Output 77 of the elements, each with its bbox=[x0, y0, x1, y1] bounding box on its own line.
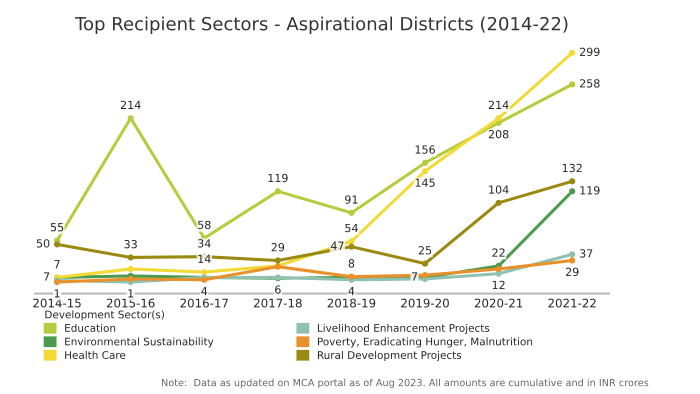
data-label: 55 bbox=[50, 223, 64, 232]
x-tick-label: 2021-22 bbox=[548, 298, 596, 308]
point bbox=[569, 81, 576, 88]
data-label: 156 bbox=[416, 145, 435, 154]
data-label: 34 bbox=[198, 239, 211, 248]
legend-label: Environmental Sustainability bbox=[65, 337, 214, 348]
x-tick-label: 2020-21 bbox=[474, 298, 522, 308]
data-label: 119 bbox=[268, 174, 288, 182]
x-tick-label: 2017-18 bbox=[254, 298, 302, 308]
data-label: 91 bbox=[345, 195, 358, 204]
text: Note: Data as updated on MCA portal as of Aug 2023. All amounts are cumulative and in INR crores bbox=[162, 378, 648, 388]
point bbox=[422, 160, 428, 166]
point bbox=[569, 251, 576, 258]
point bbox=[274, 257, 281, 264]
point bbox=[422, 168, 428, 174]
point bbox=[128, 254, 134, 261]
x-tick-label: 2014-15 bbox=[33, 298, 81, 308]
point bbox=[495, 115, 502, 122]
data-label: 8 bbox=[348, 259, 354, 268]
legend-label: Livelihood Enhancement Projects bbox=[318, 324, 490, 334]
data-label: 25 bbox=[418, 246, 432, 255]
point bbox=[422, 272, 428, 278]
data-label: 4 bbox=[348, 287, 354, 296]
data-label: 7 bbox=[44, 272, 50, 281]
data-label: 1 bbox=[54, 289, 60, 298]
data-label: 22 bbox=[492, 248, 505, 257]
data-label: 47 bbox=[330, 242, 344, 250]
data-label: 58 bbox=[198, 220, 211, 230]
point bbox=[274, 188, 281, 194]
data-label: 29 bbox=[566, 268, 578, 276]
data-label: 6 bbox=[275, 285, 281, 294]
point bbox=[495, 266, 502, 272]
x-tick-label: 2018-19 bbox=[328, 298, 376, 308]
point bbox=[128, 266, 134, 272]
data-label: 14 bbox=[198, 254, 211, 263]
point bbox=[348, 244, 355, 250]
point bbox=[569, 50, 576, 56]
data-label: 7 bbox=[412, 272, 418, 281]
point bbox=[569, 257, 576, 264]
data-label: 29 bbox=[272, 243, 284, 252]
data-label: 145 bbox=[416, 178, 435, 187]
data-label: 37 bbox=[580, 249, 592, 258]
point bbox=[569, 178, 576, 184]
data-label: 214 bbox=[488, 100, 509, 109]
x-tick-label: 2019-20 bbox=[401, 298, 449, 308]
point bbox=[569, 188, 576, 194]
data-label: 104 bbox=[489, 185, 509, 194]
data-label: 214 bbox=[120, 100, 141, 109]
data-label: 132 bbox=[562, 164, 582, 172]
point bbox=[348, 238, 355, 244]
data-label: 208 bbox=[488, 130, 508, 138]
legend-label: Rural Development Projects bbox=[318, 350, 462, 361]
data-label: 119 bbox=[580, 186, 600, 195]
data-label: 4 bbox=[201, 287, 208, 296]
legend-label: Education bbox=[65, 324, 116, 332]
legend-label: Health Care bbox=[65, 350, 126, 359]
point bbox=[201, 276, 208, 283]
point bbox=[422, 260, 428, 267]
point bbox=[348, 210, 355, 216]
point bbox=[128, 276, 134, 282]
data-label: 258 bbox=[580, 79, 600, 88]
data-label: 7 bbox=[54, 260, 60, 268]
legend-label: Poverty, Eradicating Hunger, Malnutrition bbox=[318, 337, 532, 348]
point bbox=[495, 200, 502, 206]
data-label: 50 bbox=[36, 239, 50, 248]
point bbox=[54, 241, 60, 248]
x-tick-label: 2016-17 bbox=[180, 298, 228, 308]
point bbox=[128, 115, 134, 122]
data-label: 33 bbox=[124, 240, 137, 248]
data-label: 54 bbox=[345, 224, 358, 232]
data-label: 1 bbox=[128, 289, 134, 298]
data-label: 299 bbox=[580, 48, 600, 56]
x-tick-label: 2015-16 bbox=[106, 298, 155, 308]
data-label: 12 bbox=[492, 280, 505, 289]
point bbox=[201, 268, 208, 276]
chart-title: Top Recipient Sectors - Aspirational Districts (2014-22) bbox=[74, 16, 568, 34]
legend-title: Development Sector(s) bbox=[45, 310, 164, 320]
